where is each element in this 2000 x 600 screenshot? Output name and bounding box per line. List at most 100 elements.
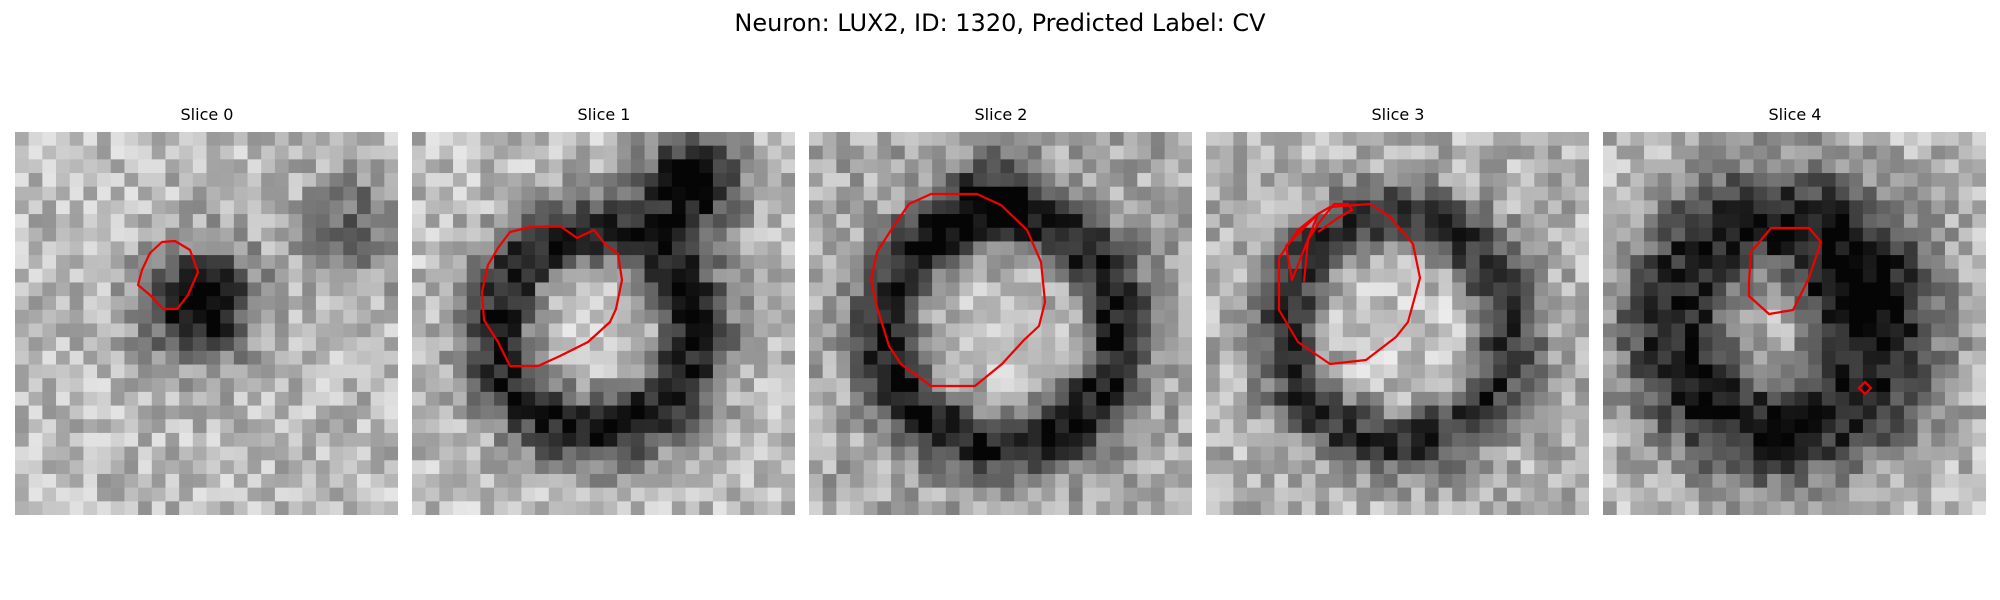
pixel-cell [1753,296,1768,311]
pixel-cell [1260,432,1275,448]
pixel-cell [863,173,878,188]
slice-panel-0: Slice 0 [15,104,399,515]
pixel-cell [315,309,331,325]
pixel-cell [1014,460,1029,475]
pixel-cell [453,309,468,325]
pixel-cell [1233,378,1248,393]
pixel-cell [1315,378,1330,393]
pixel-cell [1520,419,1535,434]
pixel-cell [425,378,440,393]
pixel-cell [1644,487,1659,502]
pixel-cell [726,268,741,284]
pixel-cell [1712,227,1727,243]
pixel-cell [1603,378,1618,393]
pixel-cell [712,227,728,243]
pixel-cell [822,282,837,297]
pixel-cell [1671,200,1686,215]
pixel-cell [1301,186,1317,201]
pixel-cell [1972,173,1986,188]
pixel-cell [822,145,837,160]
pixel-cell [1890,186,1905,201]
pixel-cell [124,200,139,215]
pixel-cell [1547,460,1563,475]
pixel-cell [1438,159,1453,174]
pixel-cell [1438,419,1453,434]
pixel-cell [1260,350,1275,366]
pixel-cell [83,405,98,420]
pixel-cell [1726,391,1741,407]
pixel-cell [220,364,235,379]
pixel-cell [97,473,112,489]
pixel-cell [918,446,933,461]
pixel-cell [1657,268,1672,284]
pixel-cell [1862,432,1878,448]
pixel-cell [370,241,385,256]
pixel-cell [918,255,933,270]
pixel-cell [1041,173,1056,188]
pixel-cell [1657,200,1672,215]
pixel-cell [836,419,851,434]
pixel-cell [1356,173,1371,188]
pixel-cell [1739,378,1755,393]
pixel-cell [329,419,344,434]
pixel-cell [1958,159,1973,174]
pixel-cell [1219,323,1234,338]
pixel-cell [1726,214,1741,229]
pixel-cell [548,473,564,489]
pixel-cell [1206,145,1221,160]
pixel-cell [822,159,837,174]
pixel-cell [1534,309,1549,325]
pixel-cell [507,241,523,256]
pixel-cell [220,282,235,297]
pixel-cell [1342,364,1358,379]
pixel-cell [124,323,139,338]
pixel-cell [1685,378,1700,393]
pixel-cell [1150,282,1166,297]
pixel-cell [1452,200,1467,215]
pixel-cell [1178,200,1192,215]
pixel-cell [1233,487,1248,502]
pixel-cell [1233,309,1248,325]
pixel-cell [1821,337,1837,352]
pixel-cell [1329,268,1344,284]
pixel-cell [384,282,398,297]
pixel-cell [69,296,84,311]
pixel-cell [712,501,728,515]
pixel-cell [1767,364,1782,379]
pixel-cell [699,432,714,448]
pixel-cell [685,473,700,489]
pixel-cell [466,419,481,434]
pixel-cell [1055,432,1070,448]
pixel-cell [932,241,947,256]
pixel-cell [1712,241,1727,256]
pixel-cell [233,337,249,352]
pixel-cell [1397,419,1412,434]
pixel-cell [1862,501,1878,515]
pixel-cell [356,419,372,434]
pixel-cell [1657,405,1672,420]
pixel-cell [439,501,454,515]
pixel-cell [932,350,947,366]
pixel-cell [69,337,84,352]
pixel-cell [1862,378,1878,393]
pixel-cell [1109,323,1125,338]
pixel-cell [138,378,153,393]
pixel-cell [1424,296,1440,311]
pixel-cell [1671,173,1686,188]
pixel-cell [1123,159,1138,174]
pixel-cell [753,255,769,270]
pixel-cell [1014,159,1029,174]
pixel-cell [1603,391,1618,407]
pixel-cell [1575,159,1589,174]
pixel-cell [315,364,331,379]
pixel-cell [1356,337,1371,352]
pixel-cell [1644,255,1659,270]
pixel-cell [1356,391,1371,407]
pixel-cell [986,309,1002,325]
pixel-cell [1424,337,1440,352]
pixel-cell [1575,405,1589,420]
pixel-cell [1329,446,1344,461]
pixel-cell [494,487,509,502]
pixel-cell [1288,501,1303,515]
pixel-cell [1958,364,1973,379]
